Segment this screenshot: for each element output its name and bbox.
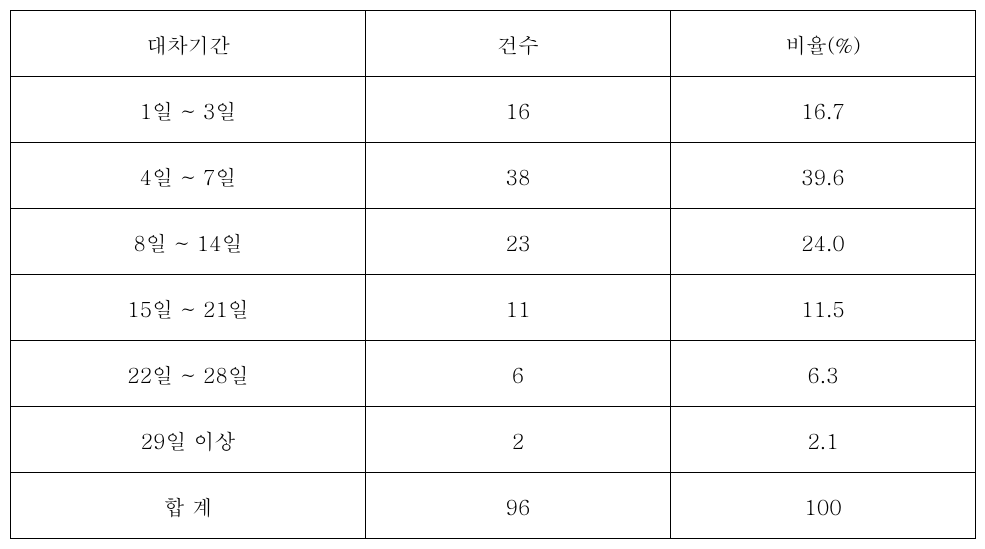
cell-count: 2 <box>366 407 671 473</box>
cell-count: 6 <box>366 341 671 407</box>
cell-period: 합 계 <box>11 473 366 539</box>
cell-count: 16 <box>366 77 671 143</box>
cell-ratio: 2.1 <box>671 407 976 473</box>
cell-period: 15일 ~ 21일 <box>11 275 366 341</box>
cell-period: 4일 ~ 7일 <box>11 143 366 209</box>
cell-ratio: 100 <box>671 473 976 539</box>
cell-ratio: 24.0 <box>671 209 976 275</box>
cell-ratio: 16.7 <box>671 77 976 143</box>
cell-count: 23 <box>366 209 671 275</box>
table-row: 합 계 96 100 <box>11 473 976 539</box>
cell-ratio: 11.5 <box>671 275 976 341</box>
header-ratio: 비율(%) <box>671 11 976 77</box>
table-row: 22일 ~ 28일 6 6.3 <box>11 341 976 407</box>
table-header-row: 대차기간 건수 비율(%) <box>11 11 976 77</box>
cell-period: 1일 ~ 3일 <box>11 77 366 143</box>
header-count: 건수 <box>366 11 671 77</box>
cell-count: 38 <box>366 143 671 209</box>
table-row: 8일 ~ 14일 23 24.0 <box>11 209 976 275</box>
cell-ratio: 39.6 <box>671 143 976 209</box>
table-row: 1일 ~ 3일 16 16.7 <box>11 77 976 143</box>
table-row: 29일 이상 2 2.1 <box>11 407 976 473</box>
cell-period: 22일 ~ 28일 <box>11 341 366 407</box>
table-row: 15일 ~ 21일 11 11.5 <box>11 275 976 341</box>
data-table: 대차기간 건수 비율(%) 1일 ~ 3일 16 16.7 4일 ~ 7일 38… <box>10 10 976 539</box>
cell-period: 29일 이상 <box>11 407 366 473</box>
header-period: 대차기간 <box>11 11 366 77</box>
cell-ratio: 6.3 <box>671 341 976 407</box>
cell-period: 8일 ~ 14일 <box>11 209 366 275</box>
cell-count: 96 <box>366 473 671 539</box>
cell-count: 11 <box>366 275 671 341</box>
table-wrapper: 대차기간 건수 비율(%) 1일 ~ 3일 16 16.7 4일 ~ 7일 38… <box>10 10 975 539</box>
table-row: 4일 ~ 7일 38 39.6 <box>11 143 976 209</box>
